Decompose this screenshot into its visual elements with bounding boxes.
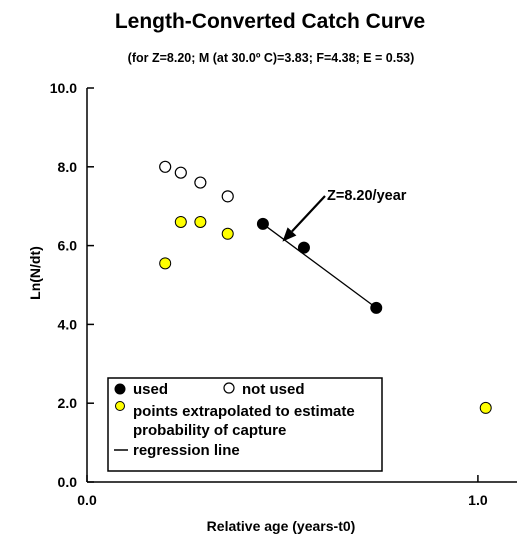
annotation-arrow-line — [291, 195, 326, 233]
point-used — [297, 241, 310, 254]
legend-label-regression: regression line — [133, 442, 240, 459]
y-tick-label: 8.0 — [58, 159, 78, 175]
legend: used not used points extrapolated to est… — [107, 377, 383, 472]
y-tick-label: 4.0 — [58, 316, 78, 332]
point-used — [256, 217, 269, 230]
axes — [86, 88, 517, 483]
point-extrapolated — [194, 215, 207, 228]
x-tick-label: 0.0 — [77, 492, 97, 508]
y-tick-label: 10.0 — [50, 80, 77, 96]
point-extrapolated — [221, 227, 234, 240]
annotation-arrowhead — [282, 227, 297, 242]
points-layer — [159, 160, 492, 414]
point-not-used — [159, 160, 172, 173]
legend-marker-used — [114, 383, 126, 395]
y-axis-label: Ln(N/dt) — [27, 246, 43, 300]
point-extrapolated — [159, 257, 172, 270]
chart-subtitle: (for Z=8.20; M (at 30.0º C)=3.83; F=4.38… — [128, 51, 415, 65]
legend-label-not-used: not used — [242, 381, 305, 398]
legend-label-extrapolated-1: points extrapolated to estimate — [133, 403, 355, 420]
ticks: 0.0 2.0 4.0 6.0 8.0 10.0 0.0 1.0 — [50, 80, 488, 508]
slope-annotation: Z=8.20/year — [282, 188, 407, 242]
legend-label-extrapolated-2: probability of capture — [133, 422, 286, 439]
y-tick-label: 2.0 — [58, 395, 78, 411]
legend-label-used: used — [133, 381, 168, 398]
point-not-used — [194, 176, 207, 189]
chart-title: Length-Converted Catch Curve — [115, 10, 425, 33]
y-tick-label: 0.0 — [58, 474, 78, 490]
regression-layer — [262, 223, 377, 309]
point-not-used — [221, 190, 234, 203]
x-tick-label: 1.0 — [468, 492, 488, 508]
legend-marker-extrapolated — [115, 401, 125, 411]
point-extrapolated — [174, 215, 187, 228]
point-extrapolated — [479, 401, 492, 414]
y-tick-label: 6.0 — [58, 238, 78, 254]
slope-annotation-text: Z=8.20/year — [327, 188, 407, 204]
x-axis-label: Relative age (years-t0) — [207, 518, 356, 534]
point-not-used — [174, 166, 187, 179]
point-used — [370, 301, 383, 314]
regression-line — [262, 223, 377, 309]
legend-box — [107, 377, 383, 472]
legend-marker-not-used — [223, 382, 235, 394]
